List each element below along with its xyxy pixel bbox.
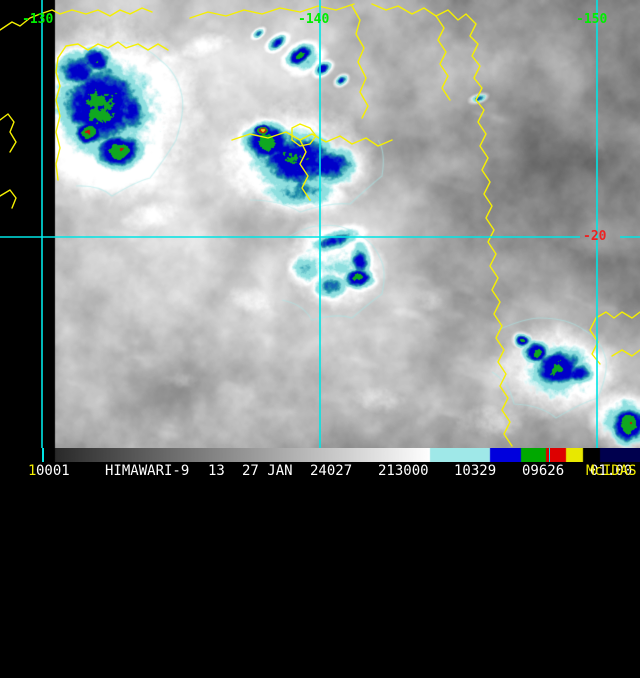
satellite-imagery-window: -130 -140 -150 -20 1 0001 HIMAWARI-9 13 … [0,0,640,480]
enhancement-color-bar [0,448,640,462]
info-line-coordinate: 10329 [454,463,497,479]
color-bar-tick-left [42,448,44,462]
info-resolution: 01.00 [590,463,633,479]
info-satellite-name: HIMAWARI-9 [105,463,190,479]
lat-label-20: -20 [583,229,607,244]
satellite-image-canvas [0,0,640,448]
info-band-number: 0001 [36,463,70,479]
lon-label-130: -130 [22,12,54,27]
info-band-prefix: 1 [28,463,37,479]
info-channel-number: 13 [208,463,225,479]
bottom-status-strip: 1 0001 HIMAWARI-9 13 27 JAN 24027 213000… [0,448,640,480]
mcidas-branding: McIDAS [586,463,637,479]
lon-label-150: -150 [576,12,608,27]
color-bar-tick-right [549,448,550,462]
info-julian-date: 24027 [310,463,353,479]
color-bar-canvas [0,448,640,462]
info-element-coordinate: 09626 [522,463,565,479]
satellite-image-panel: -130 -140 -150 -20 [0,0,640,448]
lon-label-140: -140 [298,12,330,27]
image-info-line: 1 0001 HIMAWARI-9 13 27 JAN 24027 213000… [0,462,640,480]
info-time-utc: 213000 [378,463,429,479]
info-date: 27 JAN [242,463,293,479]
